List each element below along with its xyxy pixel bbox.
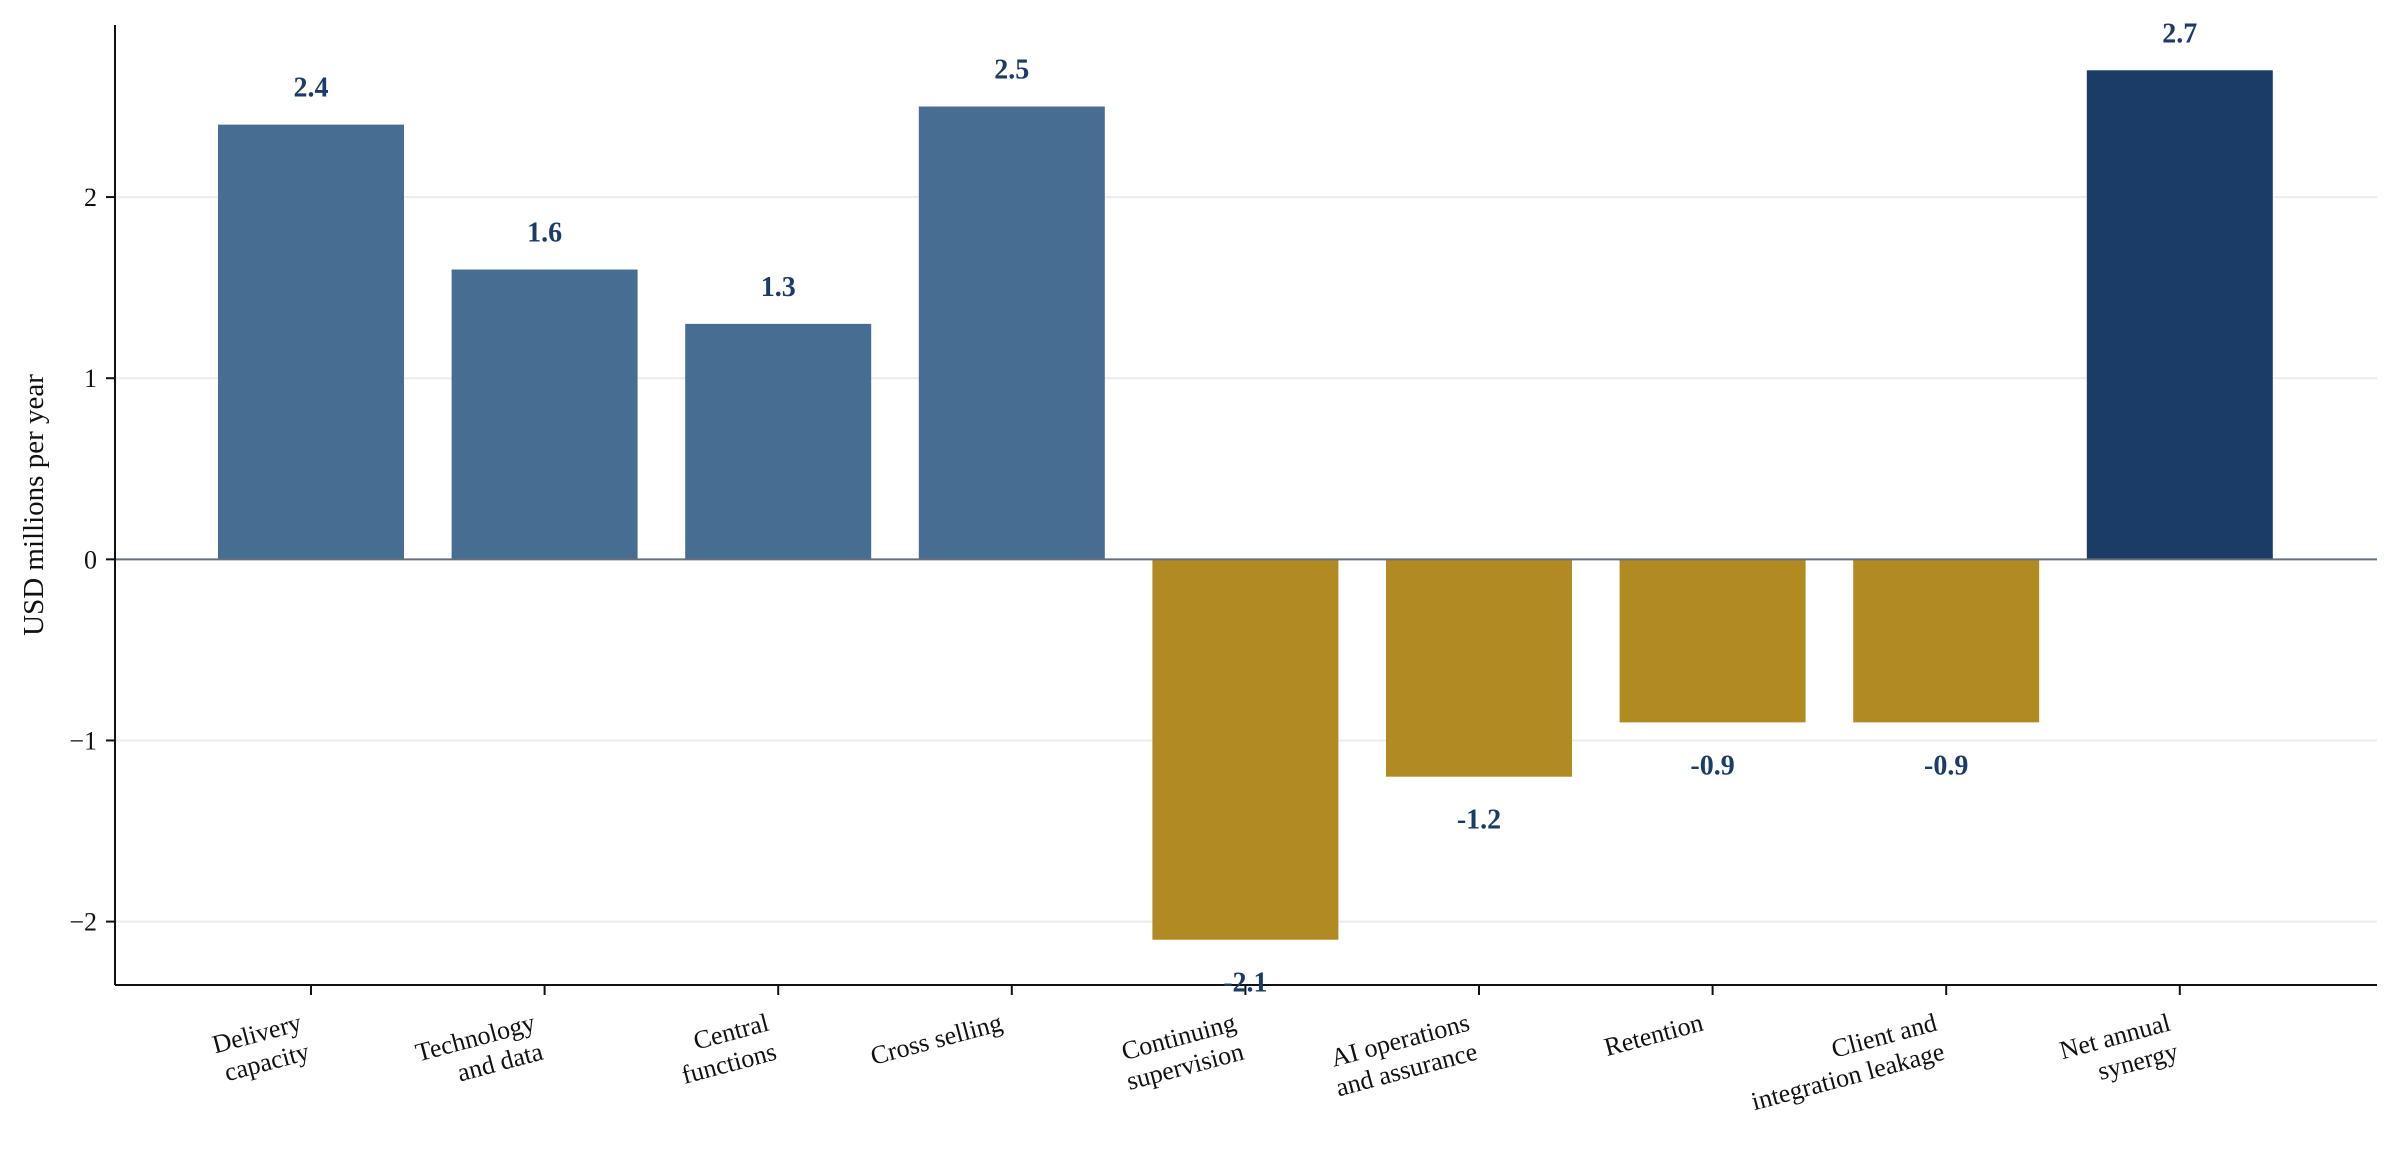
data-label: -0.9 (1690, 750, 1734, 781)
bar-negative (1386, 559, 1572, 777)
y-axis-title: USD millions per year (18, 374, 50, 636)
y-tick-label: −2 (69, 908, 97, 937)
x-tick-label: AI operationsand assurance (1325, 1008, 1480, 1103)
bar-positive (918, 106, 1105, 560)
x-tick-label: Retention (1601, 1008, 1706, 1062)
data-label: 1.3 (761, 272, 796, 303)
data-label: 2.4 (294, 73, 329, 104)
x-tick-label: Deliverycapacity (209, 1008, 312, 1089)
bar-positive (218, 124, 404, 560)
data-label: 1.6 (527, 218, 562, 249)
data-label: 2.5 (994, 55, 1029, 86)
y-tick-label: −1 (69, 726, 97, 755)
bar-positive (685, 323, 872, 560)
bar-positive (451, 269, 638, 560)
x-tick-label: Cross selling (867, 1008, 1005, 1071)
data-label: -2.1 (1223, 968, 1267, 999)
data-label: 2.7 (2162, 18, 2197, 49)
bars (218, 70, 2273, 940)
data-label: -1.2 (1457, 805, 1501, 836)
bar-negative (1152, 559, 1339, 940)
bar-negative (1853, 559, 2040, 723)
x-tick-label: Client andintegration leakage (1740, 1008, 1947, 1116)
x-tick-label: Net annualsynergy (2056, 1008, 2181, 1094)
x-tick-label-line: Retention (1601, 1008, 1706, 1062)
y-tick-label: 0 (84, 545, 97, 574)
y-tick-label: 2 (84, 183, 97, 212)
x-tick-label-line: Cross selling (867, 1008, 1005, 1071)
data-label: -0.9 (1924, 750, 1968, 781)
y-tick-label: 1 (84, 364, 97, 393)
x-tick-label: Centralfunctions (671, 1008, 780, 1090)
x-tick-label: Technologyand data (412, 1008, 546, 1097)
bar-negative (1619, 559, 1806, 723)
x-tick-label: Continuingsupervision (1116, 1008, 1247, 1096)
value-labels: 2.4 1.6 1.3 2.5 -2.1 -1.2 -0.9 -0.9 2.7 (294, 18, 2198, 998)
bar-total (2086, 70, 2273, 560)
